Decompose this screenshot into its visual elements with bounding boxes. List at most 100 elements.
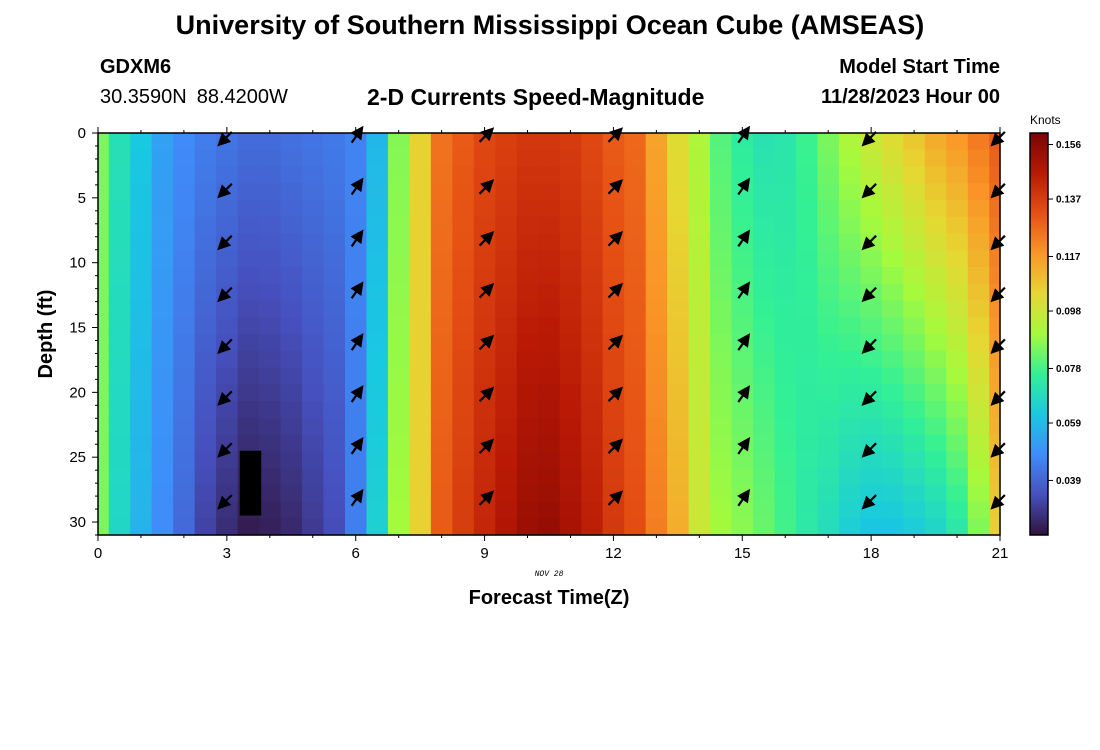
- heatmap-cell: [817, 350, 840, 369]
- heatmap-cell: [280, 384, 303, 402]
- heatmap-cell: [645, 451, 668, 469]
- current-arrow: [478, 386, 495, 402]
- heatmap-cell: [688, 133, 711, 151]
- heatmap-cell: [559, 133, 582, 151]
- heatmap-cell: [108, 216, 131, 235]
- heatmap-cell: [967, 300, 990, 318]
- current-arrow: [478, 231, 495, 247]
- heatmap-cell: [237, 518, 260, 536]
- heatmap-cell: [366, 484, 389, 503]
- heatmap-cell: [817, 183, 840, 201]
- heatmap-cell: [130, 216, 153, 235]
- heatmap-cell: [495, 384, 518, 402]
- heatmap-cell: [194, 484, 217, 503]
- heatmap-cell: [495, 484, 518, 503]
- heatmap-cell: [667, 417, 690, 436]
- y-tick-label: 0: [78, 125, 86, 142]
- heatmap-cell: [323, 518, 346, 536]
- heatmap-cell: [924, 300, 947, 318]
- plot-frame: [97, 132, 1001, 536]
- heatmap-cell: [710, 334, 733, 352]
- current-arrow: [217, 494, 233, 510]
- heatmap-cell: [130, 200, 153, 218]
- date-label: NOV 28: [535, 570, 564, 579]
- heatmap-cell: [280, 451, 303, 469]
- heatmap-cell: [495, 250, 518, 268]
- heatmap-cell: [688, 334, 711, 352]
- heatmap-cell: [516, 384, 539, 402]
- current-arrow: [478, 490, 495, 506]
- heatmap-cell: [667, 501, 690, 519]
- page-title: University of Southern Mississippi Ocean…: [175, 10, 925, 40]
- heatmap-cell: [216, 417, 239, 436]
- heatmap-cell: [645, 401, 668, 419]
- heatmap-cell: [108, 367, 131, 385]
- heatmap-cell: [430, 384, 453, 402]
- heatmap-cell: [645, 200, 668, 218]
- heatmap-cell: [366, 317, 389, 335]
- heatmap-cell: [173, 334, 196, 352]
- heatmap-cell: [98, 434, 110, 452]
- heatmap-cell: [710, 401, 733, 419]
- heatmap-cell: [216, 183, 239, 201]
- heatmap-cell: [795, 149, 819, 168]
- y-tick-label: 30: [69, 514, 86, 531]
- heatmap-cell: [259, 166, 282, 184]
- heatmap-cell: [259, 484, 282, 503]
- heatmap-cell: [602, 350, 625, 369]
- heatmap-cell: [903, 468, 926, 486]
- heatmap-cell: [602, 468, 625, 486]
- heatmap-cell: [967, 317, 990, 335]
- heatmap-cell: [130, 317, 153, 335]
- heatmap-cell: [645, 300, 668, 318]
- heatmap-cell: [581, 216, 604, 235]
- heatmap-cell: [989, 401, 1001, 419]
- heatmap-cell: [946, 518, 969, 536]
- x-axis: 0 3 6 9 12 15 18 21: [94, 127, 1008, 562]
- heatmap-cell: [538, 434, 561, 452]
- heatmap-cell: [946, 484, 969, 503]
- heatmap-cell: [387, 518, 411, 536]
- heatmap-cell: [559, 518, 582, 536]
- heatmap-cell: [387, 451, 411, 469]
- heatmap-cell: [753, 350, 776, 369]
- heatmap-cell: [667, 518, 690, 536]
- colorbar-tick-label: 0.137: [1056, 195, 1081, 206]
- heatmap-cell: [710, 216, 733, 235]
- heatmap-cell: [667, 468, 690, 486]
- heatmap-cell: [259, 149, 282, 168]
- heatmap-cell: [688, 417, 711, 436]
- heatmap-cell: [130, 183, 153, 201]
- heatmap-cell: [430, 401, 453, 419]
- heatmap-cell: [881, 317, 904, 335]
- heatmap-cell: [98, 250, 110, 268]
- heatmap-cell: [280, 317, 303, 335]
- heatmap-cell: [452, 183, 475, 201]
- heatmap-cell: [344, 267, 368, 285]
- heatmap-cell: [753, 250, 776, 268]
- heatmap-cell: [216, 149, 239, 168]
- heatmap-cell: [344, 183, 368, 201]
- heatmap-cell: [903, 166, 926, 184]
- model-start-label: Model Start Time: [839, 56, 1000, 78]
- heatmap-cell: [473, 417, 496, 436]
- heatmap-cell: [559, 250, 582, 268]
- heatmap-cell: [108, 350, 131, 369]
- heatmap-cell: [624, 350, 647, 369]
- heatmap-cell: [645, 166, 668, 184]
- heatmap-cell: [838, 233, 862, 251]
- heatmap-cell: [409, 166, 432, 184]
- heatmap-cell: [624, 384, 647, 402]
- heatmap-cell: [259, 434, 282, 452]
- heatmap-cell: [967, 451, 990, 469]
- heatmap-cell: [624, 518, 647, 536]
- heatmap-cell: [344, 401, 368, 419]
- heatmap-cell: [344, 216, 368, 235]
- heatmap-cell: [881, 468, 904, 486]
- heatmap-cell: [194, 149, 217, 168]
- heatmap-cell: [409, 468, 432, 486]
- heatmap-cell: [151, 417, 174, 436]
- heatmap-cell: [559, 468, 582, 486]
- heatmap-cell: [967, 216, 990, 235]
- colorbar-unit-label: Knots: [1030, 113, 1061, 127]
